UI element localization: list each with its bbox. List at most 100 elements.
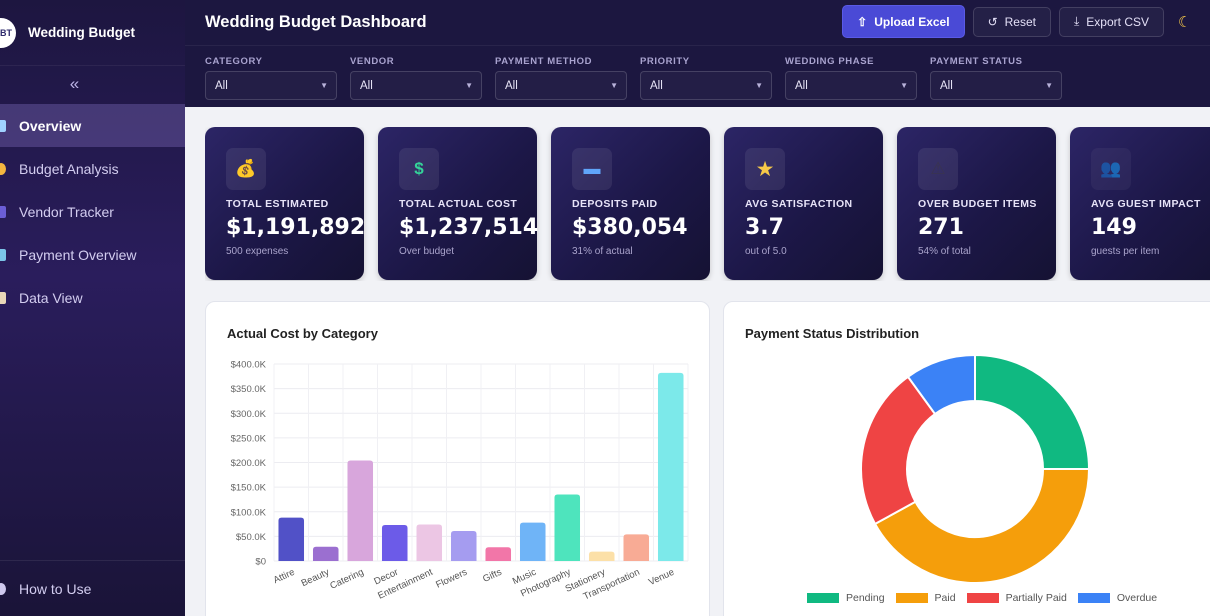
kpi-subtext: 54% of total (918, 246, 971, 257)
bar[interactable] (312, 546, 339, 561)
overview-icon (0, 119, 6, 132)
select-value: All (505, 79, 518, 92)
bar[interactable] (588, 551, 615, 561)
caret-down-icon: ▼ (320, 81, 328, 90)
x-tick-label: Venue (647, 567, 676, 588)
sidebar-item-vendor-tracker[interactable]: Vendor Tracker (0, 190, 185, 233)
bar[interactable] (450, 530, 477, 561)
select-value: All (360, 79, 373, 92)
kpi-label: TOTAL ACTUAL COST (399, 198, 518, 210)
kpi-label: DEPOSITS PAID (572, 198, 658, 210)
bar[interactable] (416, 524, 443, 561)
x-tick-label: Beauty (300, 567, 332, 590)
reset-label: Reset (1004, 14, 1036, 29)
upload-excel-button[interactable]: ⇧ Upload Excel (842, 5, 965, 38)
legend-item[interactable]: Paid (895, 592, 956, 604)
dollar-icon: $ (399, 148, 439, 190)
kpi-card-avg-satisfaction: ★ AVG SATISFACTION 3.7 out of 5.0 (724, 127, 883, 280)
bar[interactable] (623, 534, 650, 561)
payment-status-select[interactable]: All ▼ (930, 71, 1062, 100)
category-select[interactable]: All ▼ (205, 71, 337, 100)
reset-icon: ↺ (987, 14, 998, 29)
filter-label: PAYMENT METHOD (495, 56, 593, 67)
donut-chart-panel: Payment Status Distribution Pending Paid P… (723, 301, 1210, 616)
priority-select[interactable]: All ▼ (640, 71, 772, 100)
kpi-label: AVG SATISFACTION (745, 198, 853, 210)
legend-item[interactable]: Pending (807, 592, 885, 604)
warning-icon: ⚠ (918, 148, 958, 190)
header-actions: ⇧ Upload Excel ↺ Reset ⤓ Export CSV ☾ (842, 5, 1210, 38)
filter-label: CATEGORY (205, 56, 263, 67)
x-tick-label: Gifts (481, 567, 504, 585)
filter-bar: CATEGORY All ▼ VENDOR All ▼ PAYMENT METHOD… (185, 46, 1210, 100)
bar[interactable] (278, 517, 305, 561)
filter-label: PAYMENT STATUS (930, 56, 1023, 67)
sidebar-item-data-view[interactable]: Data View (0, 276, 185, 319)
caret-down-icon: ▼ (610, 81, 618, 90)
export-csv-button[interactable]: ⤓ Export CSV (1058, 6, 1164, 37)
sidebar-item-label: Payment Overview (19, 246, 137, 263)
star-icon: ★ (745, 148, 785, 190)
bar[interactable] (347, 460, 374, 561)
panel-title: Actual Cost by Category (227, 326, 378, 341)
legend-item[interactable]: Overdue (1077, 592, 1157, 604)
vendor-tracker-icon (0, 205, 6, 218)
filter-wedding-phase: WEDDING PHASE All ▼ (785, 56, 917, 100)
filter-label: WEDDING PHASE (785, 56, 875, 67)
legend-item[interactable]: Partially Paid (966, 592, 1067, 604)
panel-title: Payment Status Distribution (745, 326, 920, 341)
donut-slice[interactable] (974, 353, 1091, 470)
x-tick-label: Attire (272, 567, 297, 586)
kpi-label: OVER BUDGET ITEMS (918, 198, 1037, 210)
payment-method-select[interactable]: All ▼ (495, 71, 627, 100)
y-tick-label: $300.0K (231, 409, 267, 420)
help-icon (0, 582, 6, 595)
wedding-phase-select[interactable]: All ▼ (785, 71, 917, 100)
y-tick-label: $100.0K (231, 507, 267, 518)
caret-down-icon: ▼ (755, 81, 763, 90)
y-tick-label: $250.0K (231, 433, 267, 444)
data-view-icon (0, 291, 6, 304)
vendor-select[interactable]: All ▼ (350, 71, 482, 100)
brand-name: Wedding Budget (28, 25, 135, 40)
reset-button[interactable]: ↺ Reset (972, 6, 1051, 37)
upload-icon: ⇧ (857, 14, 868, 29)
kpi-card-total-actual-cost: $ TOTAL ACTUAL COST $1,237,514 Over budg… (378, 127, 539, 280)
select-value: All (650, 79, 663, 92)
kpi-card-total-estimated: 💰 TOTAL ESTIMATED $1,191,892 500 expense… (205, 127, 365, 280)
kpi-value: 271 (918, 215, 964, 240)
legend-swatch (1077, 593, 1110, 603)
bar[interactable] (657, 372, 684, 561)
legend-label: Partially Paid (1005, 592, 1067, 604)
sidebar-item-budget-analysis[interactable]: Budget Analysis (0, 147, 185, 190)
double-chevron-left-icon[interactable]: « (69, 74, 80, 93)
bar[interactable] (485, 547, 512, 561)
filter-vendor: VENDOR All ▼ (350, 56, 482, 100)
brand[interactable]: BT Wedding Budget (0, 0, 185, 66)
budget-analysis-icon (0, 162, 6, 175)
sidebar-nav: Overview Budget Analysis Vendor Tracker … (0, 104, 185, 319)
moon-icon[interactable]: ☾ (1178, 13, 1192, 31)
bar[interactable] (381, 525, 408, 561)
kpi-value: $1,237,514 (399, 215, 539, 240)
donut-slice[interactable] (873, 468, 1091, 582)
donut-slice[interactable] (906, 353, 976, 416)
y-tick-label: $400.0K (231, 360, 267, 371)
filter-priority: PRIORITY All ▼ (640, 56, 772, 100)
sidebar-item-payment-overview[interactable]: Payment Overview (0, 233, 185, 276)
sidebar-item-overview[interactable]: Overview (0, 104, 185, 147)
bar-chart: $0 $50.0K $100.0K $150.0K $200.0K $250.0K $300… (231, 360, 689, 602)
money-bag-icon: 💰 (226, 148, 266, 190)
bar[interactable] (519, 522, 546, 561)
how-to-use-button[interactable]: How to Use (0, 560, 185, 616)
upload-label: Upload Excel (874, 14, 950, 29)
bar[interactable] (554, 494, 581, 561)
kpi-row: 💰 TOTAL ESTIMATED $1,191,892 500 expense… (205, 127, 1210, 281)
legend-swatch (966, 593, 999, 603)
sidebar-item-label: Vendor Tracker (19, 203, 114, 220)
bar-chart-panel: Actual Cost by Category $0 $50.0K $100.0K $… (205, 301, 710, 616)
legend-label: Pending (846, 592, 885, 604)
kpi-label: TOTAL ESTIMATED (226, 198, 329, 210)
kpi-subtext: guests per item (1091, 246, 1160, 257)
filter-payment-method: PAYMENT METHOD All ▼ (495, 56, 627, 100)
